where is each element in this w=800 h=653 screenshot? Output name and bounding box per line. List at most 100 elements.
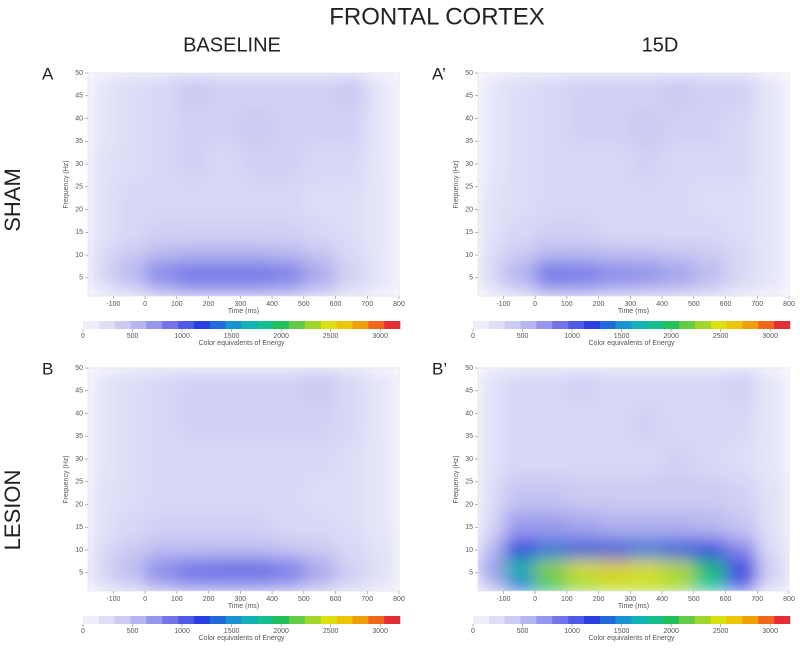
colorbar-segment [193, 321, 211, 329]
colorbar-segment [742, 616, 759, 624]
y-axis-label: Frequency (Hz) [453, 160, 460, 208]
x-tick-label: 500 [298, 301, 310, 308]
heatmap-cell [88, 477, 114, 512]
x-tick-label: 300 [624, 596, 636, 603]
colorbar-segment [631, 321, 648, 329]
colorbar-segment [473, 616, 490, 624]
y-tick-label: 45 [465, 93, 473, 100]
colorbar-segment [257, 616, 274, 624]
y-tick-label: 10 [465, 252, 473, 259]
heatmap-cell [503, 182, 536, 217]
heatmap-cell [113, 73, 146, 110]
heatmap [88, 73, 399, 296]
heatmap-cell [598, 280, 631, 296]
panel-label: B [42, 359, 53, 378]
heatmap-cell [566, 440, 600, 478]
x-tick-label: 200 [593, 596, 605, 603]
colorbar-tick-label: 2000 [663, 628, 679, 635]
heatmap-cell [113, 216, 146, 245]
heatmap-cell [757, 477, 789, 512]
colorbar-segment [615, 616, 632, 624]
heatmap-cell [503, 440, 536, 478]
heatmap-cell [630, 216, 663, 245]
colorbar-segment [568, 616, 585, 624]
heatmap-cell [566, 73, 600, 110]
heatmap-cell [598, 511, 631, 540]
colorbar-segment [83, 321, 100, 329]
heatmap-cell [272, 216, 305, 245]
y-axis-label: Frequency (Hz) [63, 160, 70, 208]
heatmap-cell [535, 145, 568, 183]
colorbar-segment [599, 321, 616, 329]
colorbar-tick-label: 2500 [713, 628, 729, 635]
colorbar-tick-label: 2500 [713, 333, 729, 340]
y-tick-label: 35 [465, 433, 473, 440]
heatmap-cell [630, 511, 663, 540]
heatmap-cell [367, 404, 399, 442]
colorbar-segment [178, 616, 195, 624]
heatmap-cell [757, 368, 789, 405]
heatmap-cell [630, 440, 663, 478]
heatmap-cell [535, 280, 568, 296]
y-tick-label: 10 [75, 547, 83, 554]
y-tick-label: 5 [79, 570, 83, 577]
heatmap-cell [208, 559, 241, 576]
x-tick-label: 0 [143, 596, 147, 603]
heatmap-cell [478, 511, 504, 540]
heatmap-cell [566, 280, 600, 296]
heatmap-cell [630, 264, 663, 281]
heatmap-cell [757, 559, 789, 576]
colorbar-segment [130, 321, 147, 329]
heatmap-cell [662, 440, 695, 478]
heatmap-cell [693, 404, 727, 442]
y-tick-label: 20 [465, 501, 473, 508]
x-tick-label: 600 [330, 596, 342, 603]
heatmap-cell [367, 559, 399, 576]
colorbar-segment [520, 321, 537, 329]
heatmap-cell [335, 477, 368, 512]
heatmap-cell [88, 216, 114, 245]
row-header: SHAM [0, 168, 25, 232]
heatmap-cell [630, 538, 663, 560]
heatmap-cell [303, 404, 337, 442]
colorbar-segment [552, 321, 569, 329]
heatmap-cell [113, 109, 146, 147]
heatmap-cell [176, 368, 210, 405]
heatmap-cell [566, 559, 600, 576]
heatmap-cells [478, 368, 789, 591]
colorbar-tick-label: 1000 [174, 628, 190, 635]
colorbar-segment [209, 321, 226, 329]
y-tick-label: 45 [465, 388, 473, 395]
heatmap-cell [598, 559, 631, 576]
colorbar-segment [289, 321, 306, 329]
colorbar-tick-label: 500 [127, 333, 139, 340]
x-tick-label: 800 [393, 301, 405, 308]
heatmap-cell [566, 538, 600, 560]
heatmap-cell [88, 264, 114, 281]
heatmap-cell [176, 559, 210, 576]
heatmap-cell [693, 145, 727, 183]
colorbar-tick-label: 2500 [323, 628, 339, 635]
colorbar-segment [273, 321, 290, 329]
heatmap-cell [757, 182, 789, 217]
colorbar-segment [710, 616, 727, 624]
x-axis-label: Time (ms) [618, 308, 649, 315]
heatmap-cell [88, 575, 114, 591]
y-tick-label: 25 [465, 479, 473, 486]
heatmap-cell [535, 575, 568, 591]
heatmap-cell [145, 109, 178, 147]
heatmap-cell [478, 243, 504, 265]
heatmap-cell [503, 280, 536, 296]
heatmap-cell [176, 440, 210, 478]
heatmap-cell [208, 280, 241, 296]
heatmap-cell [566, 511, 600, 540]
y-tick-label: 45 [75, 388, 83, 395]
colorbar-segment [257, 321, 274, 329]
heatmap-cell [272, 559, 305, 576]
x-tick-label: 300 [234, 596, 246, 603]
heatmap-cell [367, 145, 399, 183]
heatmap-cell [757, 243, 789, 265]
colorbar-segment [209, 616, 226, 624]
x-tick-label: 700 [361, 596, 373, 603]
